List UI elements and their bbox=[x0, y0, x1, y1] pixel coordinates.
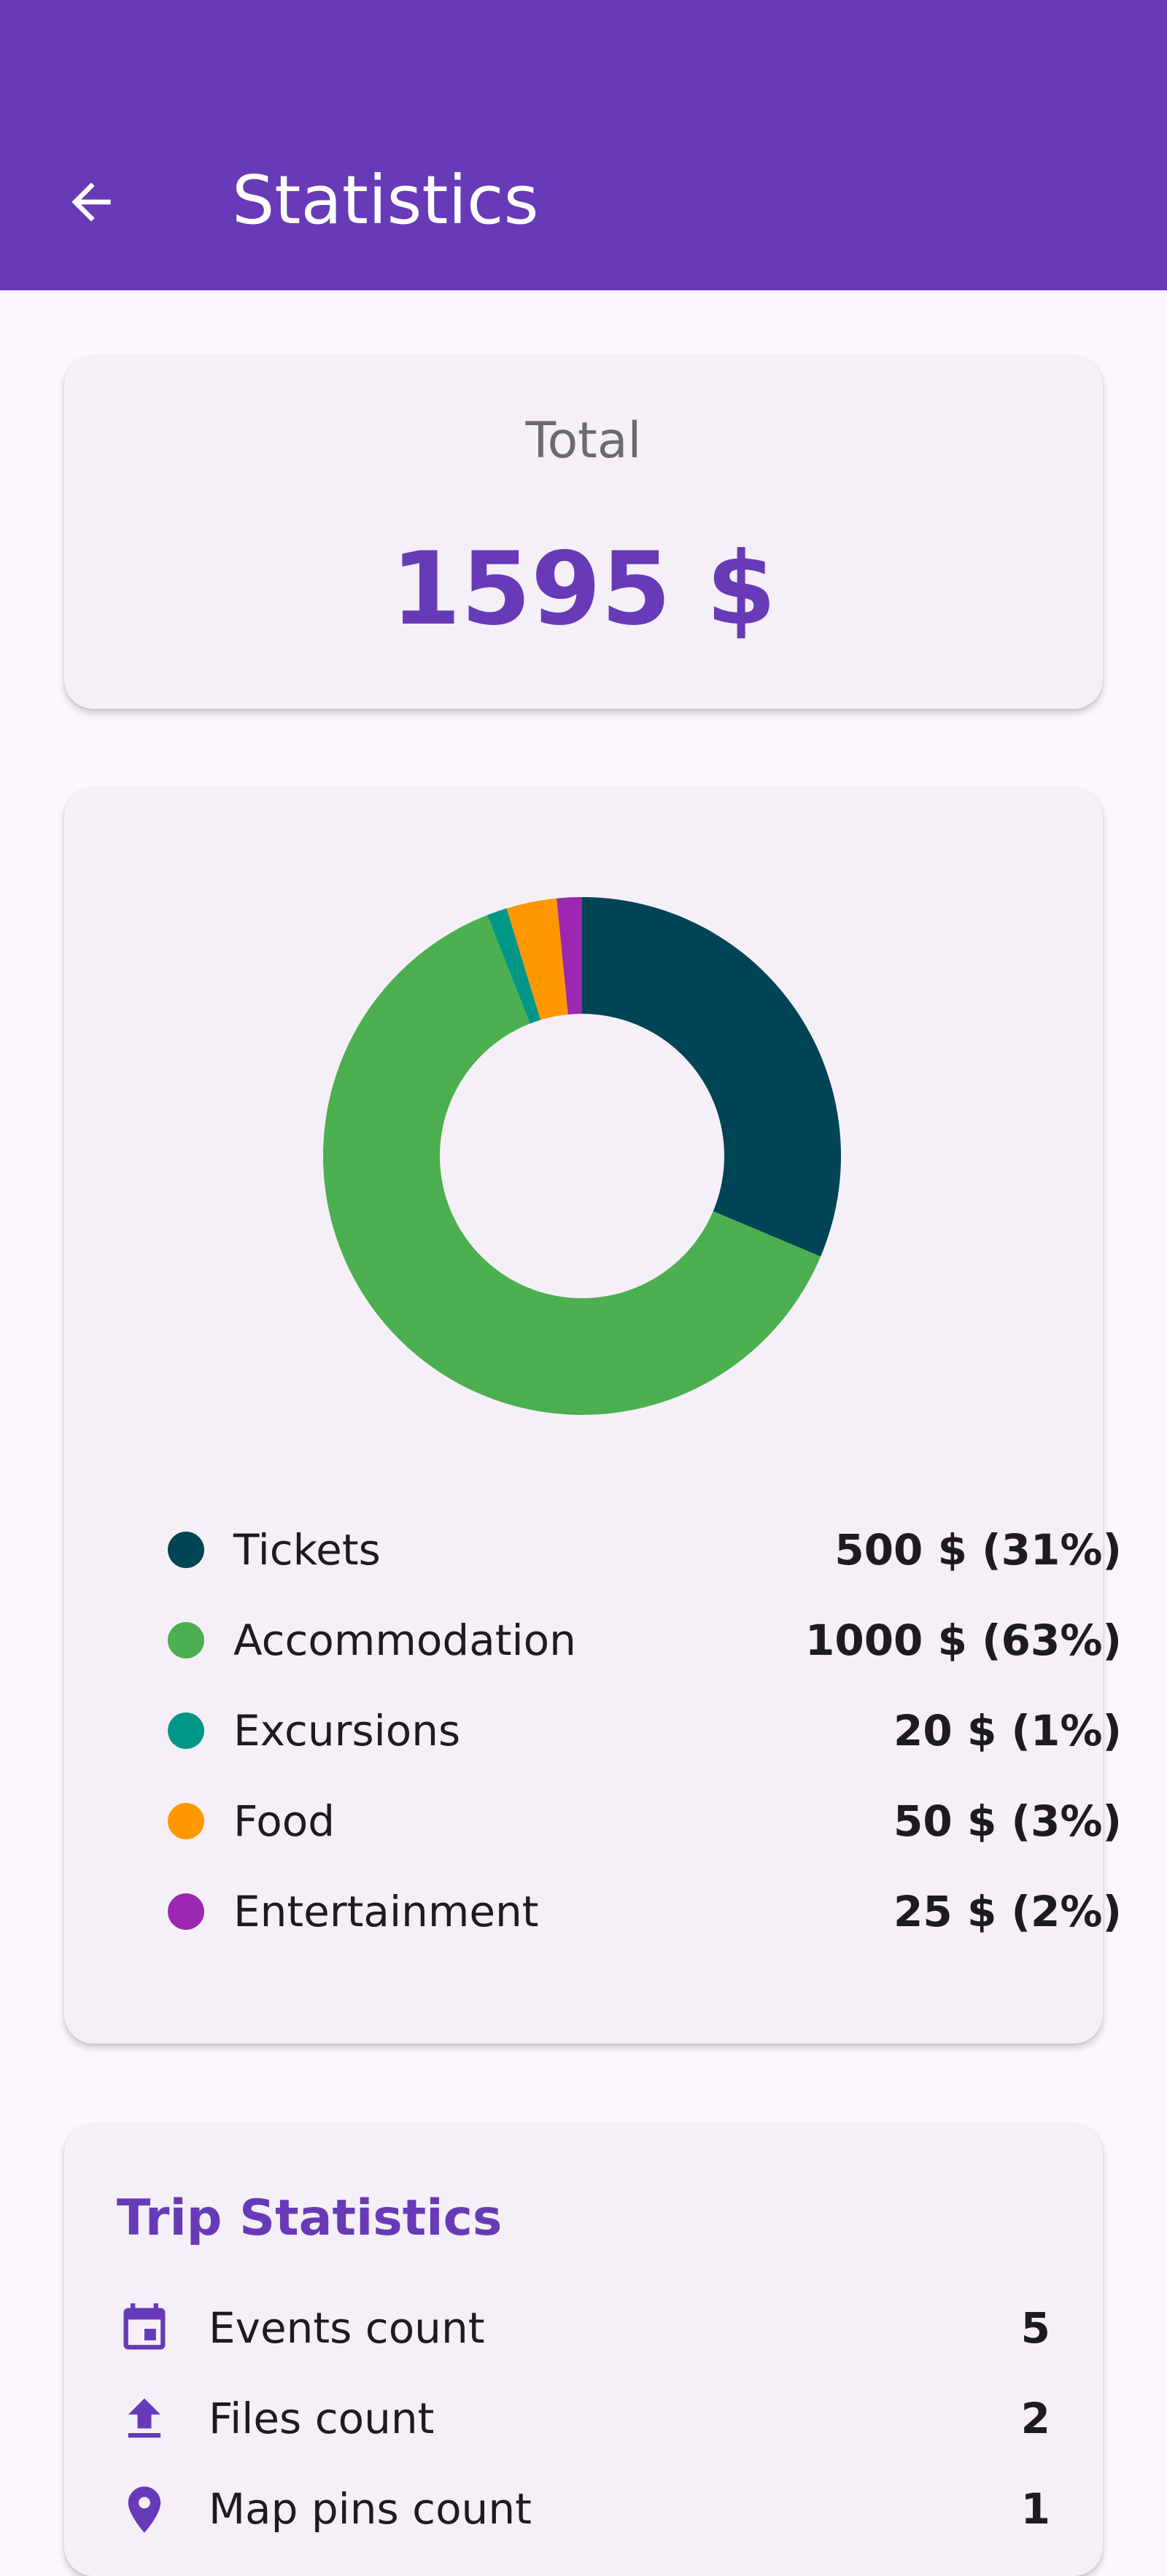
legend-item-accommodation: Accommodation 1000 $ (63%) bbox=[115, 1607, 1122, 1673]
legend-label: Entertainment bbox=[233, 1887, 539, 1936]
trip-stat-value: 1 bbox=[1020, 2484, 1050, 2534]
legend-value: 50 $ (3%) bbox=[893, 1796, 1122, 1846]
total-card: Total 1595 $ bbox=[64, 356, 1103, 709]
legend-value: 25 $ (2%) bbox=[893, 1887, 1122, 1936]
back-button[interactable] bbox=[51, 162, 131, 242]
trip-stat-label: Map pins count bbox=[209, 2484, 532, 2534]
legend-color-dot bbox=[168, 1622, 204, 1659]
arrow-back-icon bbox=[71, 182, 111, 222]
legend-item-tickets: Tickets 500 $ (31%) bbox=[115, 1517, 1122, 1583]
legend-value: 500 $ (31%) bbox=[834, 1525, 1122, 1575]
legend-item-excursions: Excursions 20 $ (1%) bbox=[115, 1698, 1122, 1764]
trip-stat-row-map-pins: Map pins count 1 bbox=[64, 2469, 1103, 2549]
page-title: Statistics bbox=[232, 161, 539, 239]
legend-color-dot bbox=[168, 1532, 204, 1568]
trip-stat-row-events: Events count 5 bbox=[64, 2288, 1103, 2368]
legend-color-dot bbox=[168, 1712, 204, 1749]
calendar-icon bbox=[117, 2301, 172, 2356]
legend-label: Tickets bbox=[233, 1525, 381, 1575]
trip-stat-label: Files count bbox=[209, 2394, 435, 2443]
donut-slice-accommodation bbox=[322, 915, 821, 1415]
map-pin-icon bbox=[117, 2482, 172, 2537]
legend-item-entertainment: Entertainment 25 $ (2%) bbox=[115, 1879, 1122, 1944]
expense-chart-card: Tickets 500 $ (31%) Accommodation 1000 $ (6… bbox=[64, 788, 1122, 2044]
legend-value: 1000 $ (63%) bbox=[805, 1615, 1122, 1665]
trip-statistics-title: Trip Statistics bbox=[117, 2189, 503, 2247]
donut-chart bbox=[322, 897, 841, 1415]
donut-slice-tickets bbox=[582, 897, 841, 1257]
trip-stat-label: Events count bbox=[209, 2303, 485, 2353]
trip-stat-row-files: Files count 2 bbox=[64, 2378, 1103, 2459]
legend-label: Food bbox=[233, 1796, 336, 1846]
legend-label: Excursions bbox=[233, 1706, 461, 1756]
app-bar: Statistics bbox=[0, 0, 1167, 290]
total-value: 1595 $ bbox=[390, 530, 777, 648]
trip-stat-value: 2 bbox=[1020, 2394, 1050, 2443]
legend-label: Accommodation bbox=[233, 1615, 576, 1665]
total-label: Total bbox=[525, 412, 642, 470]
donut-slice-excursions bbox=[487, 908, 541, 1024]
trip-stat-value: 5 bbox=[1020, 2303, 1050, 2353]
donut-slice-entertainment bbox=[557, 897, 582, 1015]
upload-icon bbox=[117, 2391, 172, 2447]
legend-value: 20 $ (1%) bbox=[893, 1706, 1122, 1756]
trip-statistics-card: Trip Statistics Events count 5 Files cou… bbox=[64, 2124, 1103, 2576]
legend-color-dot bbox=[168, 1893, 204, 1930]
donut-slice-food bbox=[506, 898, 568, 1020]
legend-color-dot bbox=[168, 1803, 204, 1839]
legend-item-food: Food 50 $ (3%) bbox=[115, 1788, 1122, 1854]
